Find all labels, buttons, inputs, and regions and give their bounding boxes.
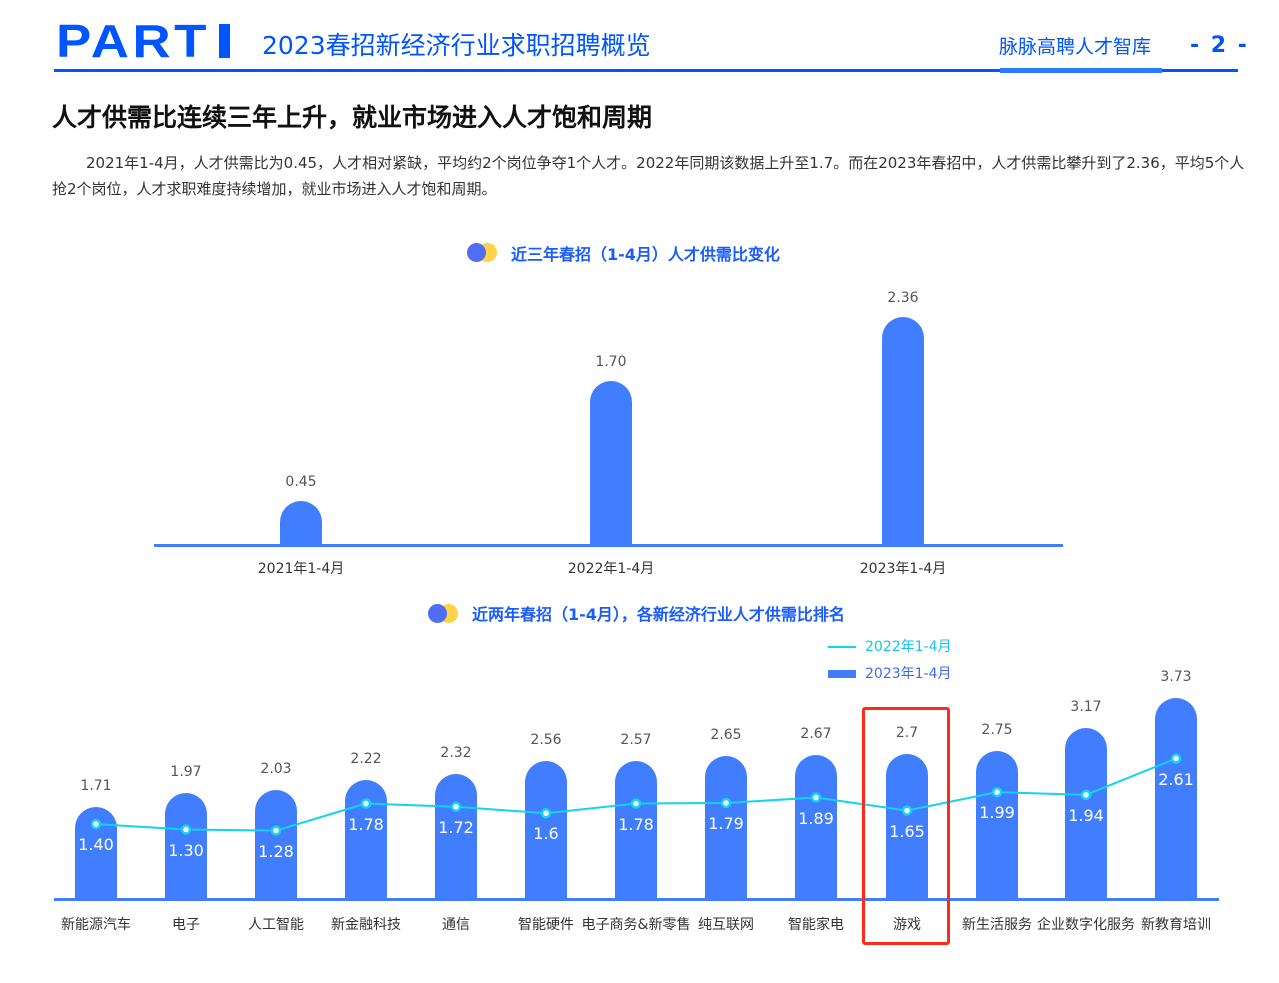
x-axis-label: 电子 bbox=[172, 917, 200, 933]
line-value-label: 1.28 bbox=[258, 841, 294, 861]
highlight-box-games bbox=[862, 707, 950, 945]
bar bbox=[590, 380, 632, 546]
x-axis-label: 新金融科技 bbox=[331, 917, 401, 933]
line-point-marker bbox=[1170, 753, 1182, 764]
x-axis-label: 企业数字化服务 bbox=[1037, 917, 1135, 933]
bar bbox=[525, 761, 567, 900]
line-value-label: 1.78 bbox=[348, 814, 384, 834]
bar bbox=[615, 760, 657, 900]
bar-value-label: 2.36 bbox=[887, 290, 919, 307]
chart-supply-demand-3yr: 近三年春招（1-4月）人才供需比变化 0.45 2021年1-4月 1.70 2022… bbox=[154, 243, 1063, 577]
bar-value-label: 1.71 bbox=[80, 778, 112, 795]
line-value-label: 1.89 bbox=[798, 808, 834, 828]
bar bbox=[75, 807, 117, 900]
section-heading: 人才供需比连续三年上升，就业市场进入人才饱和周期 bbox=[52, 103, 653, 132]
x-axis-label: 游戏 bbox=[893, 917, 921, 933]
x-axis-label: 通信 bbox=[442, 917, 470, 933]
bar-value-label: 2.75 bbox=[981, 721, 1013, 738]
line-point-marker bbox=[720, 797, 732, 809]
part-roman-numeral-bar bbox=[219, 24, 230, 58]
line-point-marker bbox=[540, 808, 552, 819]
bar bbox=[345, 779, 387, 900]
x-axis-label: 新生活服务 bbox=[962, 917, 1032, 933]
bar-value-label: 1.70 bbox=[595, 353, 627, 370]
x-axis-label: 新教育培训 bbox=[1141, 917, 1211, 933]
bar-value-label: 2.67 bbox=[800, 726, 832, 743]
page-number: - 2 - bbox=[1190, 33, 1249, 58]
x-axis-line bbox=[154, 544, 1063, 547]
line-value-label: 1.78 bbox=[618, 814, 654, 834]
line-value-label: 1.30 bbox=[168, 840, 204, 860]
line-value-label: 1.6 bbox=[533, 824, 559, 844]
bar bbox=[255, 789, 297, 900]
x-axis-line bbox=[54, 898, 1219, 901]
x-axis-label: 2023年1-4月 bbox=[859, 561, 947, 577]
document-title: 2023春招新经济行业求职招聘概览 bbox=[262, 31, 651, 60]
line-value-label: 1.65 bbox=[889, 821, 925, 841]
line-value-label: 1.40 bbox=[78, 835, 114, 855]
legend-item-2023: 2023年1-4月 bbox=[828, 665, 952, 683]
x-axis-label: 电子商务&新零售 bbox=[581, 917, 691, 933]
bar-value-label: 2.56 bbox=[530, 732, 562, 749]
bar-value-label: 2.7 bbox=[895, 724, 919, 741]
bar bbox=[280, 500, 322, 546]
line-point-marker bbox=[991, 786, 1003, 798]
line-value-label: 1.79 bbox=[708, 813, 744, 833]
section-paragraph: 2021年1-4月，人才供需比为0.45，人才相对紧缺，平均约2个岗位争夺1个人… bbox=[52, 154, 1245, 198]
legend-item-2022: 2022年1-4月 bbox=[828, 638, 952, 656]
bar bbox=[705, 756, 747, 900]
chart-title: 近三年春招（1-4月）人才供需比变化 bbox=[511, 245, 780, 264]
bar-value-label: 3.17 bbox=[1070, 699, 1102, 716]
bar-value-label: 1.97 bbox=[170, 764, 202, 781]
line-point-marker bbox=[1080, 789, 1092, 801]
line-value-label: 1.94 bbox=[1068, 805, 1104, 825]
bar-value-label: 2.57 bbox=[620, 731, 652, 748]
line-point-marker bbox=[901, 805, 913, 816]
line-point-marker bbox=[810, 792, 822, 803]
x-axis-label: 2022年1-4月 bbox=[567, 561, 655, 577]
line-value-label: 2.61 bbox=[1158, 769, 1194, 789]
bar-value-label: 2.32 bbox=[440, 745, 472, 762]
bar bbox=[795, 755, 837, 900]
chart-title: 近两年春招（1-4月），各新经济行业人才供需比排名 bbox=[472, 605, 845, 624]
line-point-marker bbox=[180, 824, 192, 835]
line-point-marker bbox=[90, 818, 102, 830]
bar-value-label: 0.45 bbox=[285, 473, 317, 490]
legend-line-icon bbox=[828, 646, 856, 648]
line-point-marker bbox=[630, 798, 642, 809]
header-divider bbox=[54, 69, 1238, 72]
header-divider-accent bbox=[1000, 68, 1162, 73]
bar bbox=[1065, 728, 1107, 900]
x-axis-label: 智能硬件 bbox=[518, 917, 574, 933]
bar bbox=[886, 753, 928, 900]
brand-name: 脉脉高聘人才智库 bbox=[999, 36, 1152, 58]
bar-value-label: 3.73 bbox=[1160, 668, 1192, 685]
x-axis-label: 纯互联网 bbox=[698, 917, 754, 933]
line-point-marker bbox=[270, 825, 282, 836]
x-axis-label: 新能源汽车 bbox=[61, 917, 131, 933]
x-axis-label: 2021年1-4月 bbox=[257, 561, 345, 577]
line-value-label: 1.72 bbox=[438, 817, 474, 837]
bar bbox=[882, 317, 924, 546]
bar bbox=[165, 793, 207, 900]
bar bbox=[1155, 697, 1197, 900]
line-point-marker bbox=[450, 801, 462, 813]
x-axis-label: 智能家电 bbox=[788, 917, 844, 933]
x-axis-label: 人工智能 bbox=[248, 917, 304, 933]
chart-title-dots-icon bbox=[428, 604, 460, 624]
chart-title-dots-icon bbox=[467, 243, 499, 263]
bar-value-label: 2.03 bbox=[260, 760, 292, 777]
bar bbox=[976, 750, 1018, 900]
line-value-label: 1.99 bbox=[979, 803, 1015, 823]
line-point-marker bbox=[360, 798, 372, 809]
legend-bar-icon bbox=[828, 670, 856, 678]
bar-value-label: 2.65 bbox=[710, 727, 742, 744]
bar bbox=[435, 774, 477, 900]
part-label: PART bbox=[56, 15, 210, 67]
bar-value-label: 2.22 bbox=[350, 750, 382, 767]
